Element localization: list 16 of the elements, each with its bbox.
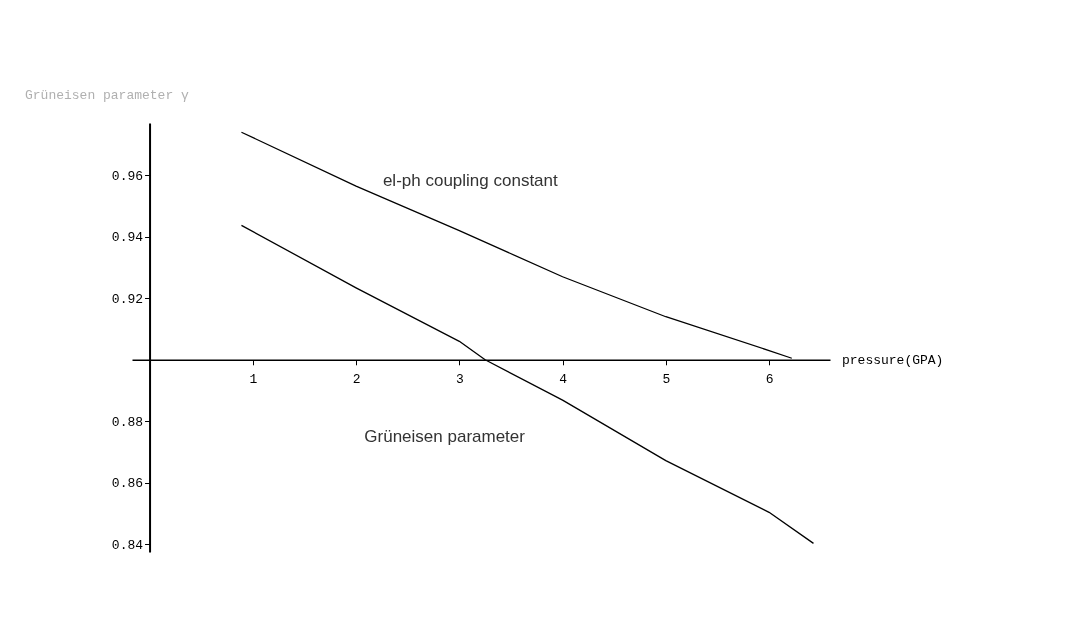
x-tick-label: 2 (352, 372, 361, 388)
series-label: el-ph coupling constant (382, 171, 559, 191)
x-tick-label: 5 (662, 372, 671, 388)
x-tick-label: 6 (765, 372, 774, 388)
y-tick-label: 0.86 (111, 476, 144, 492)
y-tick-label: 0.92 (111, 291, 144, 307)
y-tick-label: 0.88 (111, 414, 144, 430)
x-tick-label: 3 (455, 372, 464, 388)
y-tick-label: 0.94 (111, 230, 144, 246)
chart-title: Grüneisen parameter γ (25, 88, 190, 103)
y-tick-label: 0.96 (111, 168, 144, 184)
x-tick-label: 4 (559, 372, 568, 388)
y-tick-label: 0.84 (111, 537, 144, 553)
x-tick-label: 1 (249, 372, 258, 388)
text: Grüneisen parameter (364, 426, 526, 446)
x-axis-title: pressure(GPA) (842, 352, 944, 368)
